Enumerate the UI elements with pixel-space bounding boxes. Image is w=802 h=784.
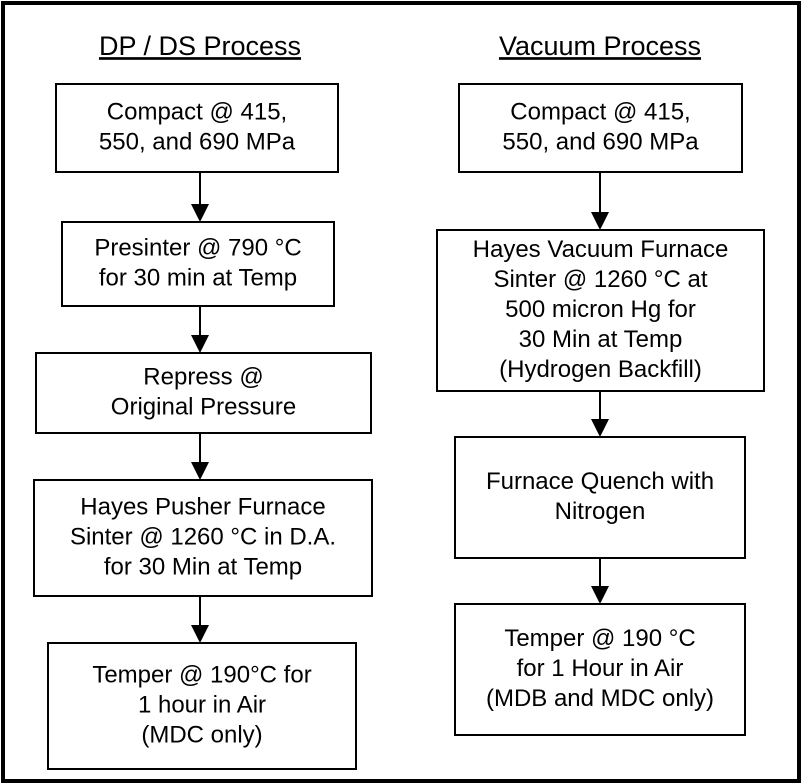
step-text: 500 micron Hg for: [505, 296, 696, 323]
step-box: [47, 642, 357, 770]
step-text: Original Pressure: [111, 393, 296, 420]
step-text: 550, and 690 MPa: [502, 128, 699, 155]
step-text: Presinter @ 790 °C: [94, 234, 301, 261]
step-text: 1 hour in Air: [138, 691, 266, 718]
step-text: Temper @ 190°C for: [92, 661, 311, 688]
step-text: for 30 Min at Temp: [104, 553, 302, 580]
arrow-head: [191, 625, 209, 643]
step-text: Sinter @ 1260 °C in D.A.: [70, 523, 336, 550]
column-title: Vacuum Process: [499, 31, 701, 61]
arrow-head: [591, 212, 609, 230]
step-text: Temper @ 190 °C: [504, 625, 695, 652]
arrow-head: [191, 204, 209, 222]
step-box: [61, 221, 335, 307]
step-text: Compact @ 415,: [107, 98, 287, 125]
arrow-head: [191, 462, 209, 480]
arrow-head: [591, 419, 609, 437]
step-text: Hayes Pusher Furnace: [80, 493, 325, 520]
step-text: for 30 min at Temp: [99, 264, 297, 291]
step-text: Compact @ 415,: [510, 98, 690, 125]
step-text: for 1 Hour in Air: [517, 655, 684, 682]
step-box: [55, 83, 339, 173]
step-text: (MDC only): [141, 721, 262, 748]
step-text: Hayes Vacuum Furnace: [473, 236, 729, 263]
step-text: Sinter @ 1260 °C at: [493, 266, 707, 293]
step-box: [454, 436, 746, 559]
step-text: (Hydrogen Backfill): [499, 356, 702, 383]
column-title: DP / DS Process: [99, 31, 301, 61]
step-box: [458, 83, 743, 173]
arrow-head: [191, 335, 209, 353]
step-text: Nitrogen: [555, 498, 646, 525]
step-box: [33, 479, 373, 597]
step-text: Repress @: [143, 363, 263, 390]
step-text: 550, and 690 MPa: [99, 128, 296, 155]
step-text: (MDB and MDC only): [486, 685, 714, 712]
step-box: [454, 603, 746, 736]
step-text: 30 Min at Temp: [519, 326, 683, 353]
arrow-head: [591, 586, 609, 604]
step-text: Furnace Quench with: [486, 468, 714, 495]
step-box: [35, 352, 372, 434]
